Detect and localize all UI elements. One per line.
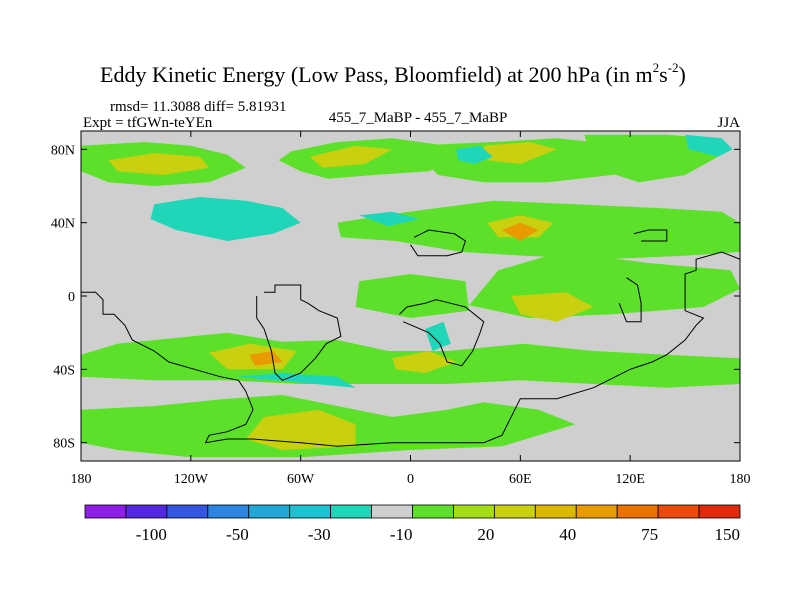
x-axis: 180 120W 60W 0 60E 120E 180 xyxy=(71,131,751,487)
contour-region-yellow-antarctic xyxy=(245,409,356,450)
coastline-1 xyxy=(256,284,342,381)
colorbar-swatch xyxy=(207,504,250,519)
chart-title-main: Eddy Kinetic Energy (Low Pass, Bloomfiel… xyxy=(100,62,653,87)
x-tick-label: 120W xyxy=(174,472,209,487)
map-plot-area xyxy=(80,130,741,462)
x-tick-label: 0 xyxy=(407,472,414,487)
chart-title-sup1: 2 xyxy=(653,60,660,75)
expt-label: Expt = tfGWn-teYEn xyxy=(83,115,213,131)
center-label: 455_7_MaBP - 455_7_MaBP xyxy=(329,110,508,126)
chart-title-sup2: -2 xyxy=(668,60,679,75)
colorbar-swatch xyxy=(330,504,372,519)
contour-region-green-east-arctic xyxy=(584,134,718,183)
contour-region-cyan-north-atlantic xyxy=(456,145,493,164)
y-tick-label: 80N xyxy=(51,143,75,158)
colorbar-swatch xyxy=(289,504,332,519)
contour-region-cyan-south-atlantic xyxy=(236,373,356,388)
x-tick-label: 180 xyxy=(730,472,751,487)
coastline-3 xyxy=(410,229,466,257)
contour-region-yellow-north-atlantic xyxy=(483,142,557,164)
colorbar-swatch xyxy=(534,504,577,519)
contour-regions xyxy=(81,134,740,458)
colorbar-swatch xyxy=(166,504,209,519)
colorbar-label: -50 xyxy=(226,525,249,544)
colorbar-label: 75 xyxy=(641,525,658,544)
colorbar-swatch xyxy=(698,504,741,519)
colorbar-label: 40 xyxy=(559,525,576,544)
contour-region-cyan-east-pacific xyxy=(685,134,733,157)
contour-region-green-trop-mid xyxy=(355,274,470,318)
y-tick-label: 80S xyxy=(53,437,75,452)
contour-region-cyan-africa xyxy=(425,321,451,351)
colorbar: -100 -50 -30 -10 20 40 75 150 xyxy=(84,504,741,544)
y-tick-label: 0 xyxy=(68,290,75,305)
colorbar-label: -10 xyxy=(390,525,413,544)
coastline-2 xyxy=(399,299,485,367)
chart-title: Eddy Kinetic Energy (Low Pass, Bloomfiel… xyxy=(100,60,686,87)
colorbar-swatch xyxy=(248,504,291,519)
colorbar-label: -30 xyxy=(308,525,331,544)
contour-region-yellow-north-pacific xyxy=(108,153,210,175)
x-tick-label: 180 xyxy=(71,472,92,487)
colorbar-label: 20 xyxy=(477,525,494,544)
contour-region-yellow-arctic xyxy=(309,145,393,168)
contour-region-yellow-south-atlantic xyxy=(392,351,457,373)
x-tick-label: 60W xyxy=(287,472,315,487)
colorbar-swatch xyxy=(453,504,495,519)
contour-region-orange-south-pacific xyxy=(249,351,283,366)
colorbar-swatch xyxy=(616,504,659,519)
contour-region-cyan-mid-atlantic xyxy=(359,211,420,227)
contour-region-orange-europe-jet xyxy=(502,222,539,241)
season-label: JJA xyxy=(717,115,740,131)
y-axis: 80N 40N 0 40S 80S xyxy=(51,143,740,452)
colorbar-swatch xyxy=(657,504,700,519)
colorbar-swatch xyxy=(412,504,454,519)
colorbar-swatch xyxy=(371,504,413,519)
chart-title-mid: s xyxy=(659,62,668,87)
x-tick-label: 120E xyxy=(615,472,645,487)
coastline-outlines xyxy=(81,229,740,447)
colorbar-label: -100 xyxy=(136,525,167,544)
coastline-4 xyxy=(633,229,668,242)
contour-region-cyan-north-pacific xyxy=(150,197,301,241)
contour-region-yellow-indian-ocean xyxy=(511,292,594,322)
y-tick-label: 40N xyxy=(51,217,75,232)
coastline-0 xyxy=(81,251,740,447)
stats-line: rmsd= 11.3088 diff= 5.81931 xyxy=(110,99,287,115)
x-tick-label: 60E xyxy=(509,472,532,487)
colorbar-label: 150 xyxy=(715,525,741,544)
colorbar-swatch xyxy=(575,504,618,519)
chart-title-end: ) xyxy=(678,62,685,87)
colorbar-swatch xyxy=(125,504,168,519)
colorbar-swatch xyxy=(84,504,127,519)
colorbar-swatch xyxy=(493,504,536,519)
coastline-5 xyxy=(618,277,642,323)
y-tick-label: 40S xyxy=(53,363,75,378)
